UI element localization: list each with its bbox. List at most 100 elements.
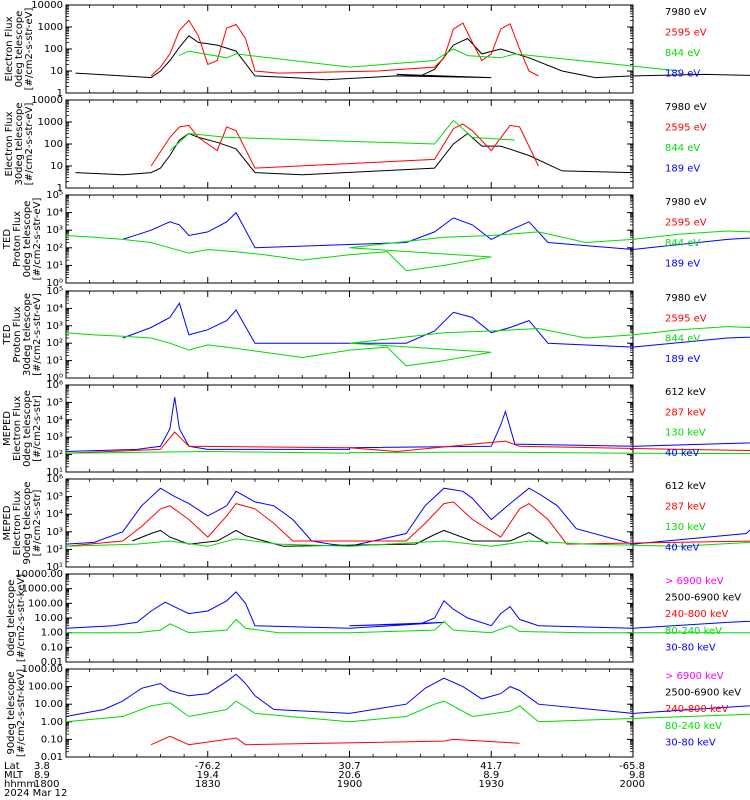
y-tick-label: 100.00 — [28, 682, 63, 693]
y-axis-label: TED — [2, 324, 13, 345]
y-tick-label: 10² — [46, 450, 63, 461]
series-line — [75, 132, 634, 176]
x-axis-annotation: Lat 3.8 -76.2 30.7 41.7 -65.8 MLT 8.9 19.4 20.6 8.… — [4, 761, 645, 799]
y-axis-label: [#/cm2-s-str-eV] — [24, 8, 35, 91]
y-tick-label: 10.00 — [34, 613, 63, 624]
y-axis-label: Electron Flux — [12, 490, 23, 555]
y-axis-label: Electron Flux — [4, 16, 15, 81]
y-tick-label: 1 — [57, 183, 63, 194]
series-line — [169, 119, 515, 151]
legend-entry: 612 keV — [665, 387, 706, 398]
series-line — [65, 450, 750, 455]
y-tick-label: 0.10 — [41, 642, 63, 653]
legend-entry: 7980 eV — [665, 197, 707, 208]
y-tick-label: 10² — [46, 544, 63, 555]
legend-entry: 2595 eV — [665, 313, 707, 324]
x-row-value: 8.9 — [34, 770, 50, 781]
series-line — [65, 230, 750, 272]
y-tick-label: 1000.00 — [22, 584, 63, 595]
x-row-value: 1900 — [337, 779, 362, 790]
y-axis-label: [#/cm2-s-str-eV] — [32, 198, 43, 281]
y-axis-label: TED — [2, 229, 13, 250]
series-line — [179, 48, 681, 72]
panel-4: 10⁰ 10¹ 10² 10³ 10⁴ 10⁵ TED Proton Flux 30deg te… — [2, 286, 750, 384]
series-line — [65, 326, 750, 367]
legend-entry: 2500-6900 keV — [665, 593, 741, 604]
legend-entry: 189 eV — [665, 259, 700, 270]
x-row-value: 8.9 — [483, 770, 499, 781]
y-tick-label: 10000 — [31, 0, 63, 11]
y-tick-label: 10² — [46, 243, 63, 254]
y-axis-label: [#/cm2-s-str] — [32, 395, 43, 462]
panel-6: 10¹ 10² 10³ 10⁴ 10⁵ 10⁶ MEPED Electron Flux 90de… — [2, 474, 750, 573]
legend-entry: 80-240 keV — [665, 721, 722, 732]
series-line — [65, 487, 750, 547]
legend-entry: 189 eV — [665, 69, 700, 80]
legend-entry: 240-800 keV — [665, 704, 729, 715]
panel-7: 0.01 0.10 1.00 10.00 100.00 1000.00 10000.000d… — [6, 569, 750, 668]
y-tick-label: 10⁵ — [46, 397, 63, 408]
y-tick-label: 10⁰ — [46, 373, 63, 384]
y-tick-label: 10³ — [46, 432, 63, 443]
y-axis-label: Proton Flux — [12, 211, 23, 267]
panel-frame — [65, 4, 634, 94]
panel-frame — [65, 290, 634, 379]
series-line — [65, 501, 750, 547]
series-line — [75, 35, 750, 81]
y-tick-label: 0.10 — [41, 734, 63, 745]
y-tick-label: 10³ — [46, 225, 63, 236]
legend-entry: 130 keV — [665, 428, 706, 439]
panel-2: 1 10 100 1000 10000 Electron Flux 30deg telesc… — [4, 95, 707, 194]
legend-entry: 40 keV — [665, 448, 699, 459]
y-tick-label: 1000.00 — [22, 664, 63, 675]
y-tick-label: 10¹ — [46, 356, 63, 367]
series-line — [122, 211, 750, 251]
legend-entry: 2595 eV — [665, 123, 707, 134]
y-tick-label: 10⁴ — [46, 509, 63, 520]
series-line — [150, 735, 520, 746]
legend-entry: 7980 eV — [665, 7, 707, 18]
series-line — [66, 618, 750, 634]
y-axis-label: 0deg telescope — [22, 390, 33, 467]
panel-frame — [65, 194, 634, 284]
x-row-value: -76.2 — [195, 761, 221, 772]
y-axis-label: 0deg telescope — [6, 580, 17, 657]
y-tick-label: 10⁴ — [46, 303, 63, 314]
y-axis-label: [#/cm2-s-str-eV] — [32, 293, 43, 376]
legend-entry: 2500-6900 keV — [665, 688, 741, 699]
y-tick-label: 10 — [50, 161, 63, 172]
y-tick-label: 10⁶ — [46, 380, 63, 391]
legend-entry: 80-240 keV — [665, 626, 722, 637]
y-tick-label: 100 — [44, 139, 63, 150]
x-row-value: 9.8 — [629, 770, 645, 781]
y-tick-label: 100 — [44, 44, 63, 55]
series-line — [150, 123, 539, 169]
y-tick-label: 10000 — [31, 95, 63, 106]
y-axis-label: [#/cm2-s-str-keV] — [16, 669, 27, 757]
legend-entry: 130 keV — [665, 522, 706, 533]
legend-entry: 844 eV — [665, 143, 700, 154]
y-tick-label: 10.00 — [34, 699, 63, 710]
series-line — [150, 19, 539, 77]
y-tick-label: 10¹ — [46, 562, 63, 573]
series-line — [132, 529, 549, 547]
legend-entry: 2595 eV — [665, 28, 707, 39]
y-tick-label: 10⁴ — [46, 415, 63, 426]
legend-entry: 189 eV — [665, 164, 700, 175]
y-tick-label: 10³ — [46, 321, 63, 332]
y-axis-label: 30deg telescope — [14, 102, 25, 185]
y-axis-label: [#/cm2-s-str-keV] — [16, 574, 27, 662]
legend-entry: 612 keV — [665, 481, 706, 492]
legend-entry: 287 keV — [665, 502, 706, 513]
y-axis-label: 90deg telescope — [22, 481, 33, 564]
y-tick-label: 1000 — [38, 22, 63, 33]
y-tick-label: 10² — [46, 338, 63, 349]
panel-frame — [65, 478, 634, 568]
legend-entry: > 6900 keV — [665, 576, 724, 587]
legend-entry: 844 eV — [665, 48, 700, 59]
legend-entry: 7980 eV — [665, 102, 707, 113]
y-tick-label: 10⁰ — [46, 278, 63, 289]
panel-frame — [65, 384, 634, 473]
y-tick-label: 10⁵ — [46, 492, 63, 503]
